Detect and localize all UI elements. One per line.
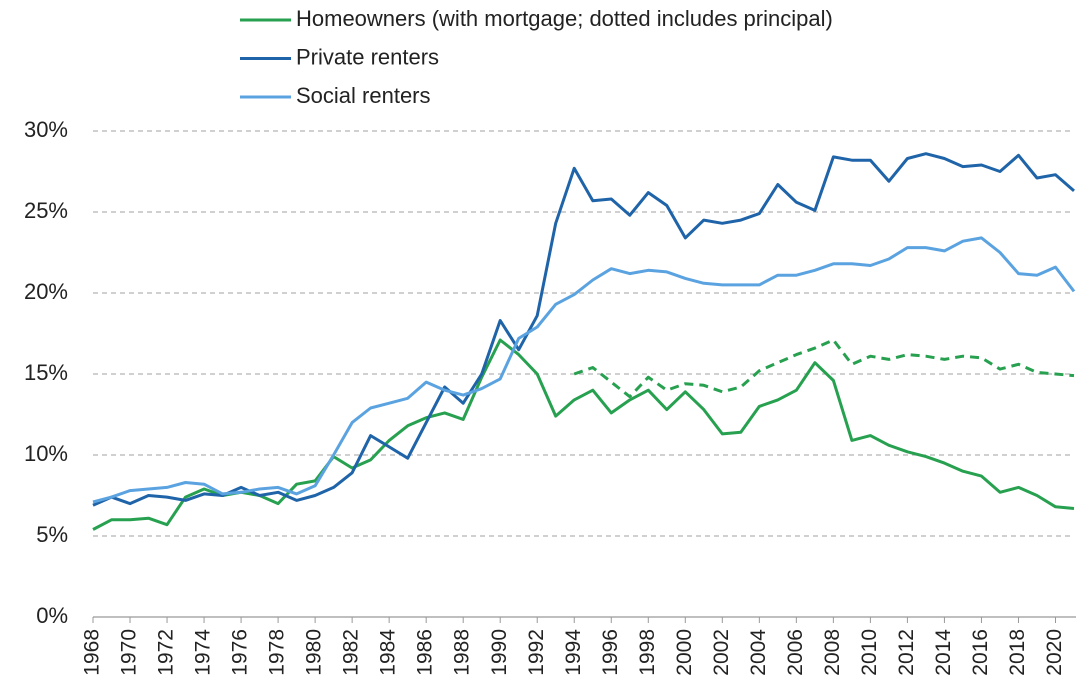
x-tick-label: 1972 [155, 629, 178, 676]
y-tick-label: 30% [24, 117, 68, 142]
x-tick-label: 2000 [673, 629, 696, 676]
series-line [92, 236, 1076, 504]
series-line [92, 338, 1075, 531]
y-tick-label: 5% [36, 522, 68, 547]
x-tick-label: 1984 [377, 629, 400, 676]
x-tick-label: 1982 [340, 629, 363, 676]
y-tick-label: 10% [24, 441, 68, 466]
series-line-dotted [573, 338, 1075, 399]
y-tick-label: 15% [24, 360, 68, 385]
x-tick-label: 1968 [81, 629, 104, 676]
legend-label: Social renters [296, 83, 431, 108]
x-tick-label: 1980 [303, 629, 326, 676]
x-tick-label: 2008 [821, 629, 844, 676]
x-tick-label: 2020 [1043, 629, 1066, 676]
x-tick-label: 2016 [969, 629, 992, 676]
x-tick-label: 1978 [266, 629, 289, 676]
x-tick-label: 1970 [118, 629, 141, 676]
x-tick-label: 1988 [451, 629, 474, 676]
x-tick-label: 1994 [562, 629, 585, 676]
y-tick-label: 25% [24, 198, 68, 223]
x-tick-label: 1976 [229, 629, 252, 676]
x-tick-label: 2014 [932, 629, 955, 676]
legend-label: Private renters [296, 44, 439, 69]
x-tick-label: 2018 [1006, 629, 1029, 676]
x-tick-label: 1990 [488, 629, 511, 676]
x-tick-label: 1986 [414, 629, 437, 676]
y-tick-label: 20% [24, 279, 68, 304]
legend-label: Homeowners (with mortgage; dotted includ… [296, 6, 833, 31]
series-line [92, 152, 1075, 507]
x-tick-label: 2002 [710, 629, 733, 676]
x-tick-label: 1998 [636, 629, 659, 676]
x-tick-label: 1992 [525, 629, 548, 676]
y-tick-label: 0% [36, 603, 68, 628]
x-tick-label: 2004 [747, 629, 770, 676]
x-tick-label: 2010 [858, 629, 881, 676]
x-tick-label: 2006 [784, 629, 807, 676]
x-tick-label: 2012 [895, 629, 918, 676]
x-tick-label: 1996 [599, 629, 622, 676]
x-tick-label: 1974 [192, 629, 215, 676]
